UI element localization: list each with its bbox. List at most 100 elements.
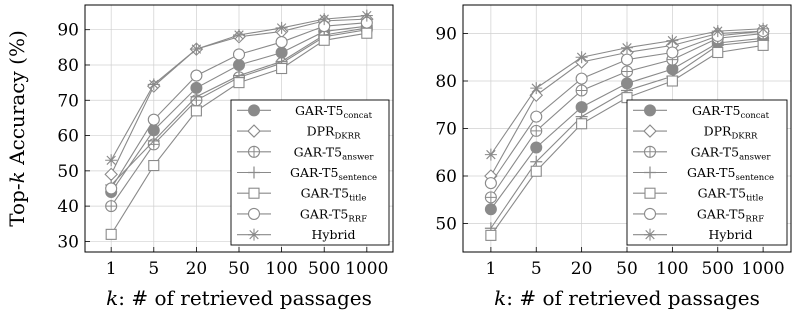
series-6 [105, 16, 373, 195]
data-point [232, 48, 246, 61]
legend-marker [644, 104, 656, 117]
data-point [190, 105, 202, 117]
series-7 [484, 22, 770, 161]
y-axis-label: Top-k Accuracy (%) [5, 30, 29, 227]
legend-label: GAR-T5title [698, 186, 764, 204]
series-5 [485, 39, 769, 241]
series-5 [105, 27, 373, 240]
x-tick-label: 5 [148, 259, 159, 279]
data-point [147, 78, 160, 91]
data-point [361, 27, 373, 39]
data-point [530, 124, 543, 137]
x-tick-label: 20 [186, 259, 208, 279]
data-point [275, 35, 288, 49]
data-point [575, 51, 588, 64]
x-tick-label: 500 [702, 259, 734, 279]
legend-marker [644, 187, 656, 199]
data-point [105, 200, 118, 213]
legend-marker [644, 228, 656, 241]
legend-label: DPRDKRR [307, 124, 361, 142]
y-tick-label: 80 [57, 56, 79, 76]
y-tick-label: 40 [57, 197, 79, 217]
data-point [530, 141, 543, 154]
data-point [147, 113, 160, 126]
x-tick-label: 500 [308, 259, 340, 279]
data-point [711, 25, 724, 38]
legend-label: GAR-T5concat [692, 103, 770, 121]
data-point [757, 39, 769, 51]
legend-marker [643, 207, 657, 220]
data-point [148, 160, 160, 172]
legend-marker [247, 124, 261, 138]
legend-marker [643, 145, 657, 158]
x-axis-label: k: # of retrieved passages [494, 286, 760, 310]
legend-label: GAR-T5concat [295, 103, 373, 121]
legend-label: DPRDKRR [704, 124, 758, 142]
x-axis-label: k: # of retrieved passages [106, 286, 372, 310]
data-point [360, 9, 373, 22]
x-tick-label: 1 [485, 259, 496, 279]
legend-marker [644, 166, 656, 179]
legend-label: GAR-T5RRF [300, 206, 367, 224]
data-point [620, 65, 634, 78]
data-point [576, 118, 588, 130]
series-7 [105, 9, 373, 167]
data-point [318, 34, 330, 46]
data-point [484, 203, 497, 216]
data-point [575, 84, 588, 97]
legend-label: GAR-T5title [301, 186, 367, 204]
legend: GAR-T5concat DPRDKRR GAR-T5answer GAR-T5sen… [230, 99, 390, 246]
data-point [318, 13, 331, 26]
data-point [484, 177, 497, 190]
data-point [530, 82, 543, 95]
y-tick-label: 50 [435, 215, 457, 235]
y-tick-label: 80 [435, 72, 457, 92]
data-point [666, 34, 679, 47]
data-point [105, 182, 118, 195]
legend: GAR-T5concat DPRDKRR GAR-T5answer GAR-T5sen… [626, 99, 788, 246]
legend-label: Hybrid [312, 227, 356, 242]
data-point [530, 110, 543, 123]
x-tick-label: 50 [616, 259, 638, 279]
data-point [620, 53, 634, 66]
x-tick-label: 50 [228, 259, 250, 279]
legend-marker [248, 166, 260, 179]
y-tick-label: 60 [435, 167, 457, 187]
data-point [666, 46, 679, 59]
y-tick-label: 90 [435, 25, 457, 45]
legend-label: Hybrid [709, 227, 753, 242]
data-point [190, 43, 203, 56]
data-point [233, 77, 245, 89]
y-tick-label: 70 [435, 120, 457, 140]
data-point [575, 72, 588, 85]
data-point [190, 90, 203, 103]
data-point [105, 154, 118, 167]
data-point [530, 165, 542, 177]
legend-label: GAR-T5sentence [290, 165, 377, 183]
legend-marker [643, 124, 657, 138]
data-point [485, 229, 497, 241]
x-tick-label: 1000 [345, 259, 388, 279]
x-tick-label: 100 [265, 259, 297, 279]
y-tick-label: 90 [57, 21, 79, 41]
plot-frame [84, 4, 394, 253]
data-point [666, 75, 678, 87]
x-tick-label: 1000 [741, 259, 784, 279]
data-point [233, 58, 245, 71]
legend-marker [247, 207, 261, 220]
data-point [233, 28, 245, 41]
legend-marker [247, 145, 261, 158]
y-tick-label: 60 [57, 127, 79, 147]
data-point [757, 22, 770, 35]
x-tick-label: 100 [656, 259, 688, 279]
chart-panel-2: 50 60 70 80 90 1 5 20 50 100 500 1000 GAR-T5concat DP… [435, 4, 792, 310]
legend-marker [248, 187, 260, 199]
data-point [275, 21, 288, 34]
data-point [104, 167, 118, 182]
legend-label: GAR-T5RRF [697, 206, 764, 224]
data-point [484, 148, 497, 161]
y-tick-label: 70 [57, 91, 79, 111]
data-point [276, 62, 288, 75]
legend-label: GAR-T5answer [691, 144, 772, 162]
